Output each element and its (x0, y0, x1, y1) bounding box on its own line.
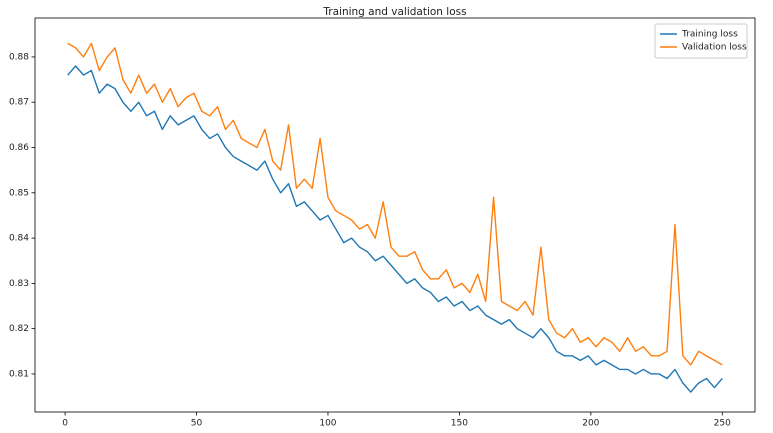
x-tick-label: 200 (582, 419, 599, 429)
plot-frame (34, 17, 756, 413)
y-tick-label: 0.87 (9, 98, 29, 108)
y-tick-label: 0.85 (9, 188, 29, 198)
x-tick-label: 100 (319, 419, 336, 429)
y-tick-label: 0.82 (9, 324, 29, 334)
y-tick-label: 0.84 (9, 234, 29, 244)
y-tick-label: 0.81 (9, 369, 29, 379)
series-line (67, 65, 723, 393)
legend-box (654, 23, 748, 59)
y-tick-label: 0.86 (9, 143, 29, 153)
series-line (67, 42, 723, 366)
y-tick-label: 0.83 (9, 279, 29, 289)
y-tick-label: 0.88 (9, 52, 29, 62)
legend-label: Validation loss (682, 43, 747, 53)
x-tick-label: 0 (62, 419, 68, 429)
x-tick-label: 50 (191, 419, 203, 429)
legend-label: Training loss (681, 30, 738, 40)
x-tick-label: 250 (714, 419, 731, 429)
chart-title: Training and validation loss (322, 6, 466, 18)
x-tick-label: 150 (451, 419, 468, 429)
